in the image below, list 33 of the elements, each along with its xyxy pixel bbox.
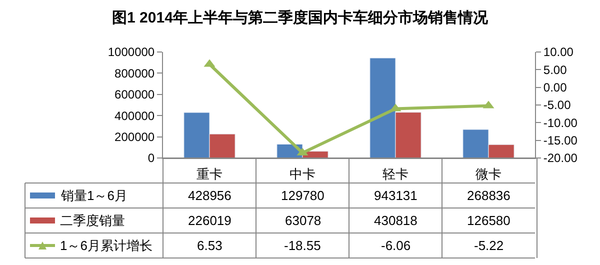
y-tick-label: 200000 (114, 130, 155, 144)
y2-tick-label: 5.00 (543, 62, 568, 77)
y2-tick-label: -10.00 (543, 116, 578, 130)
y-tick-label: 1000000 (108, 45, 155, 60)
y-tick-label: 800000 (114, 66, 155, 80)
x-tick-label: 中卡 (290, 166, 316, 182)
legend-label: 1～6月累计增长 (60, 238, 152, 253)
y2-tick-label: -15.00 (543, 134, 578, 148)
data-label: 226019 (188, 213, 232, 228)
data-label: -6.06 (381, 238, 411, 253)
y2-tick-label: 10.00 (543, 45, 574, 60)
data-label: 126580 (467, 213, 510, 228)
data-label: 943131 (374, 188, 418, 203)
data-label: 129780 (281, 188, 324, 203)
data-label: -18.55 (284, 238, 321, 253)
data-label: -5.22 (474, 238, 504, 253)
x-tick-label: 轻卡 (382, 166, 408, 182)
data-label: 428956 (188, 188, 232, 203)
y2-tick-label: 0.00 (543, 80, 568, 95)
data-label: 6.53 (197, 238, 222, 253)
x-tick-label: 微卡 (476, 166, 502, 182)
x-tick-label: 重卡 (196, 166, 222, 182)
chart-title: 图1 2014年上半年与第二季度国内卡车细分市场销售情况 (112, 8, 489, 26)
data-label: 63078 (285, 213, 322, 228)
y-tick-label: 400000 (114, 108, 155, 123)
y2-tick-label: -5.00 (543, 98, 572, 112)
data-label: 268836 (467, 188, 510, 203)
y-tick-label: 600000 (114, 88, 155, 102)
y-tick-label: 0 (148, 151, 155, 166)
legend-label: 二季度销量 (60, 213, 125, 228)
data-label: 430818 (374, 213, 418, 228)
legend-label: 销量1～6月 (60, 188, 128, 203)
y2-tick-label: -20.00 (543, 151, 578, 166)
